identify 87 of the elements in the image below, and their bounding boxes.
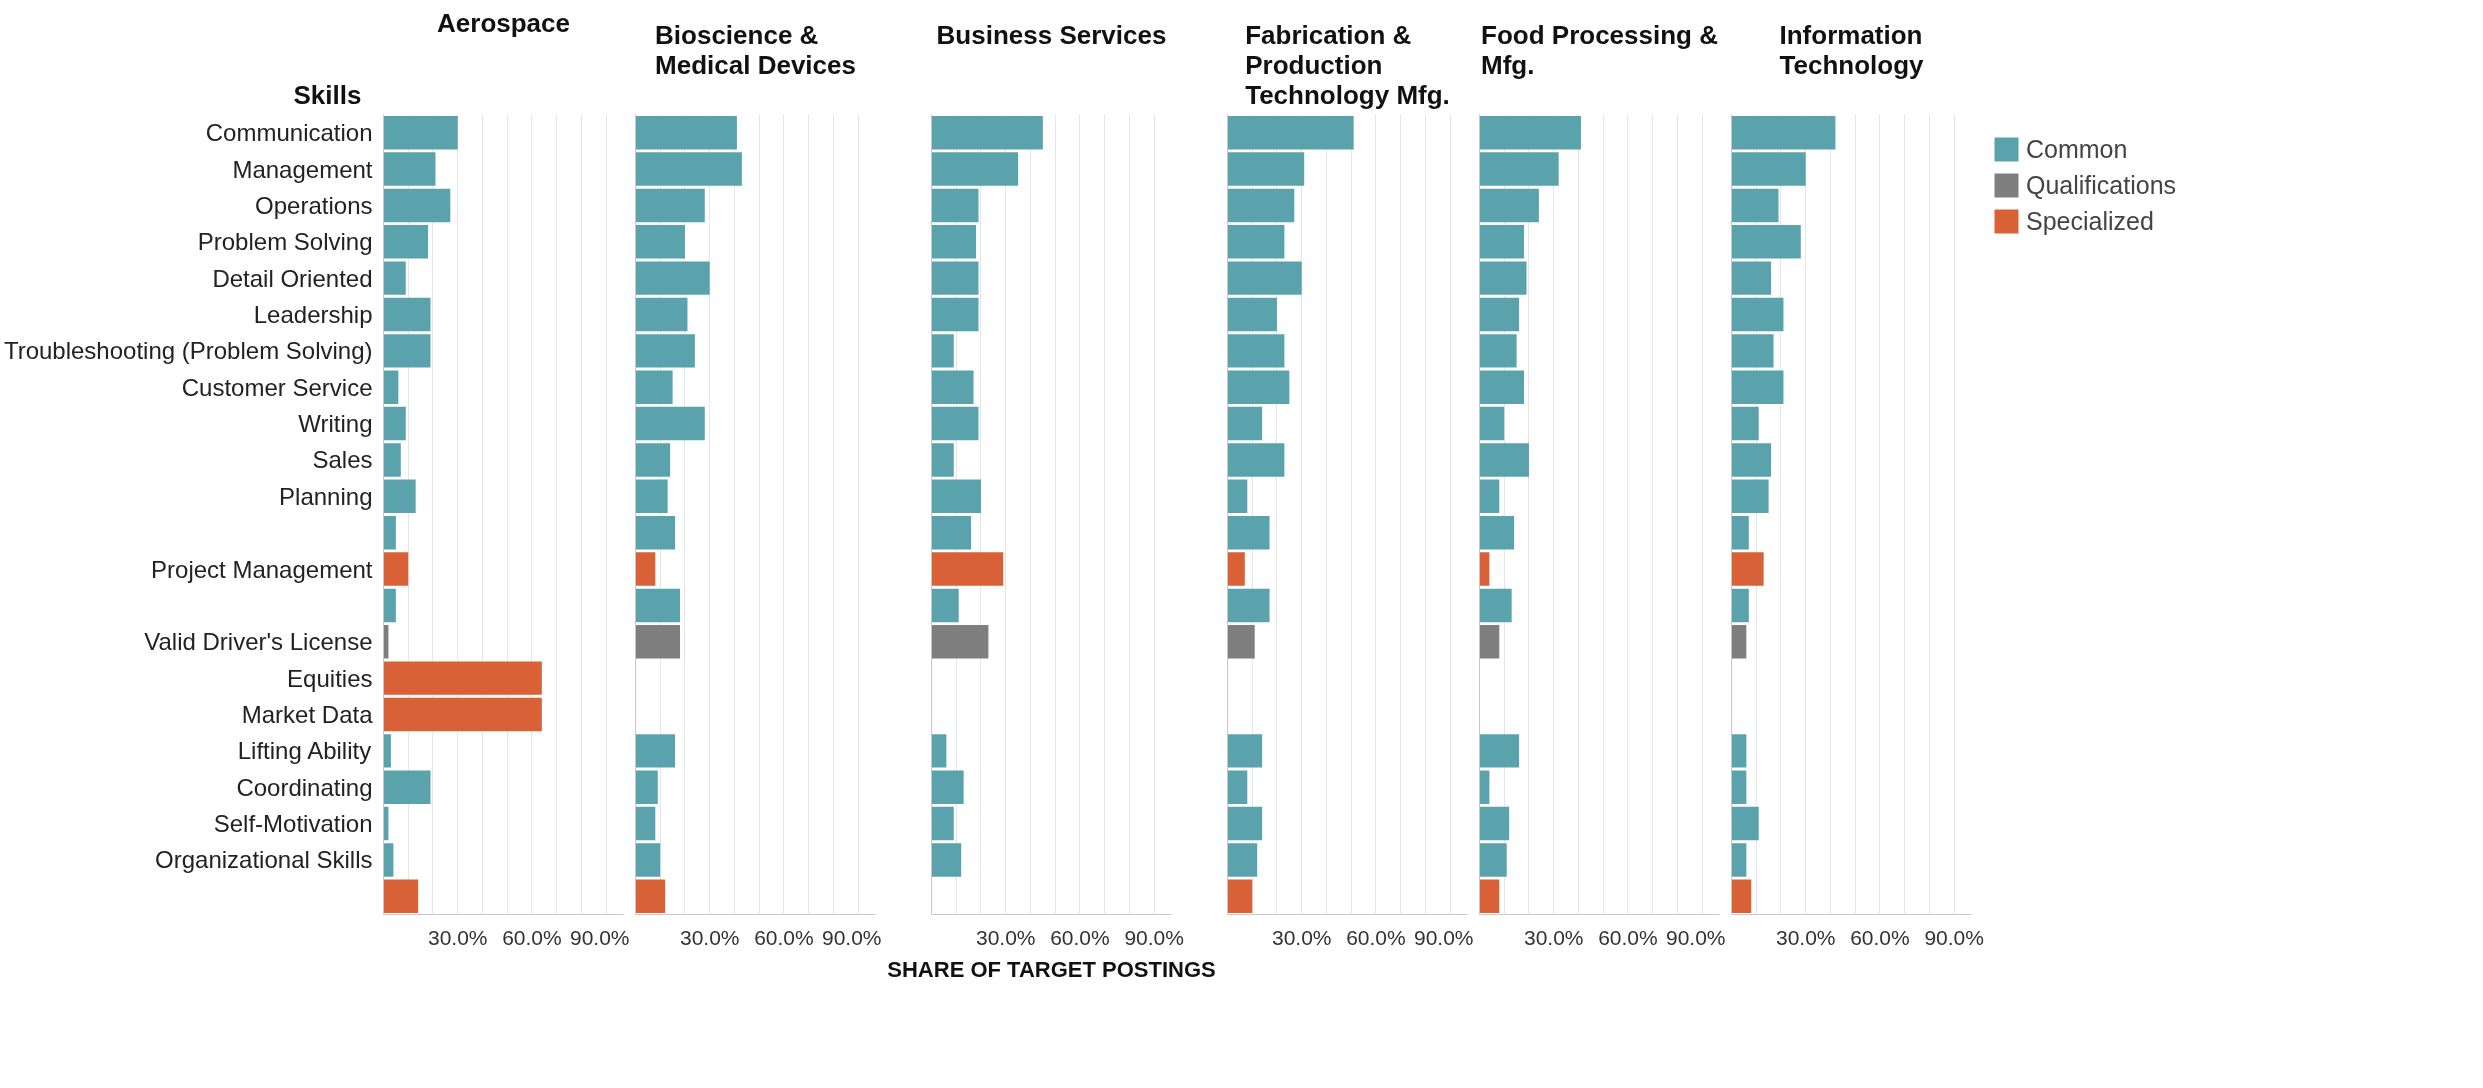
x-tick-label: 90.0%	[1124, 925, 1184, 949]
bar	[931, 734, 947, 768]
bar	[931, 515, 972, 550]
x-tick-label: 60.0%	[1346, 925, 1406, 949]
y-tick-label: Leadership	[253, 301, 373, 328]
chart-title: Fabrication & Production Technology Mfg.	[1245, 19, 1450, 110]
bar	[1731, 261, 1772, 295]
y-tick-label: Problem Solving	[197, 228, 373, 256]
bar	[1731, 152, 1806, 186]
chart-title: Bioscience & Medical Devices	[655, 19, 856, 80]
x-tick-label: 60.0%	[1050, 925, 1110, 949]
chart-title: Information Technology	[1779, 19, 1925, 80]
x-tick-label: 90.0%	[569, 925, 630, 949]
x-tick-label: 60.0%	[1598, 925, 1658, 949]
legend-label: Qualifications	[2026, 170, 2177, 200]
bar	[931, 370, 974, 404]
bar	[1731, 552, 1764, 586]
bar	[931, 443, 954, 477]
bar	[931, 843, 962, 877]
bar	[1731, 370, 1784, 404]
bar	[1731, 734, 1747, 768]
x-tick-label: 30.0%	[1271, 925, 1332, 949]
bar	[1731, 297, 1784, 332]
y-tick-label: Planning	[279, 482, 373, 510]
bar	[1731, 225, 1801, 259]
bar	[931, 588, 959, 623]
y-tick-label: Valid Driver's License	[144, 628, 373, 656]
y-tick-label: Coordinating	[236, 773, 373, 801]
bar	[1731, 443, 1772, 477]
bar	[931, 552, 1004, 586]
x-tick-label: 60.0%	[502, 925, 562, 949]
x-tick-label: 90.0%	[821, 925, 882, 949]
bar	[931, 261, 979, 295]
x-tick-label: 90.0%	[1924, 925, 1984, 949]
bar	[931, 115, 1043, 150]
x-tick-label: 30.0%	[1523, 925, 1584, 949]
bar	[1731, 879, 1752, 914]
chart-title: Aerospace	[437, 7, 570, 38]
x-axis-title: SHARE OF TARGET POSTINGS	[887, 956, 1216, 982]
x-tick-label: 60.0%	[754, 925, 814, 949]
chart-title: Food Processing & Mfg.	[1481, 19, 1718, 80]
bar	[1731, 334, 1774, 368]
y-tick-label: Customer Service	[181, 373, 373, 401]
bar	[1731, 115, 1836, 150]
bar	[931, 188, 979, 223]
bar	[931, 152, 1019, 186]
bar	[1731, 770, 1747, 804]
bar	[1731, 515, 1749, 550]
y-tick-label: Project Management	[151, 555, 373, 583]
bar	[931, 770, 964, 804]
bar	[931, 297, 979, 332]
bar	[1731, 843, 1747, 877]
y-tick-label: Sales	[312, 446, 373, 474]
bar	[1731, 588, 1749, 623]
y-tick-label: Detail Oriented	[212, 264, 373, 292]
bar	[1731, 625, 1747, 659]
y-tick-label: Troubleshooting (Problem Solving)	[3, 337, 373, 365]
x-tick-label: 30.0%	[427, 925, 488, 949]
bar	[931, 225, 977, 259]
y-tick-label: Lifting Ability	[237, 737, 372, 765]
y-tick-label: Writing	[298, 410, 373, 438]
bar	[1731, 806, 1759, 841]
y-tick-label: Operations	[255, 191, 373, 219]
bar	[931, 806, 954, 841]
bar	[931, 625, 989, 659]
y-axis-title: Skills	[293, 79, 362, 110]
y-tick-label: Equities	[287, 664, 373, 692]
bar	[931, 479, 981, 514]
legend-label: Specialized	[2026, 206, 2154, 236]
bar	[931, 406, 979, 441]
y-tick-label: Market Data	[241, 701, 374, 728]
x-tick-label: 30.0%	[1775, 925, 1836, 949]
y-tick-label: Self-Motivation	[213, 810, 373, 838]
bar	[931, 334, 954, 368]
y-tick-label: Organizational Skills	[155, 846, 373, 874]
x-tick-label: 30.0%	[975, 925, 1036, 949]
legend-label: Common	[2026, 134, 2128, 164]
chart-title: Business Services	[936, 19, 1167, 50]
bar	[1731, 406, 1759, 441]
x-tick-label: 60.0%	[1850, 925, 1910, 949]
x-tick-label: 90.0%	[1413, 925, 1474, 949]
bar	[1731, 479, 1769, 514]
x-tick-label: 30.0%	[679, 925, 740, 949]
bar	[1731, 188, 1779, 223]
y-tick-label: Management	[232, 155, 373, 183]
y-tick-label: Communication	[205, 119, 373, 147]
x-tick-label: 90.0%	[1665, 925, 1726, 949]
